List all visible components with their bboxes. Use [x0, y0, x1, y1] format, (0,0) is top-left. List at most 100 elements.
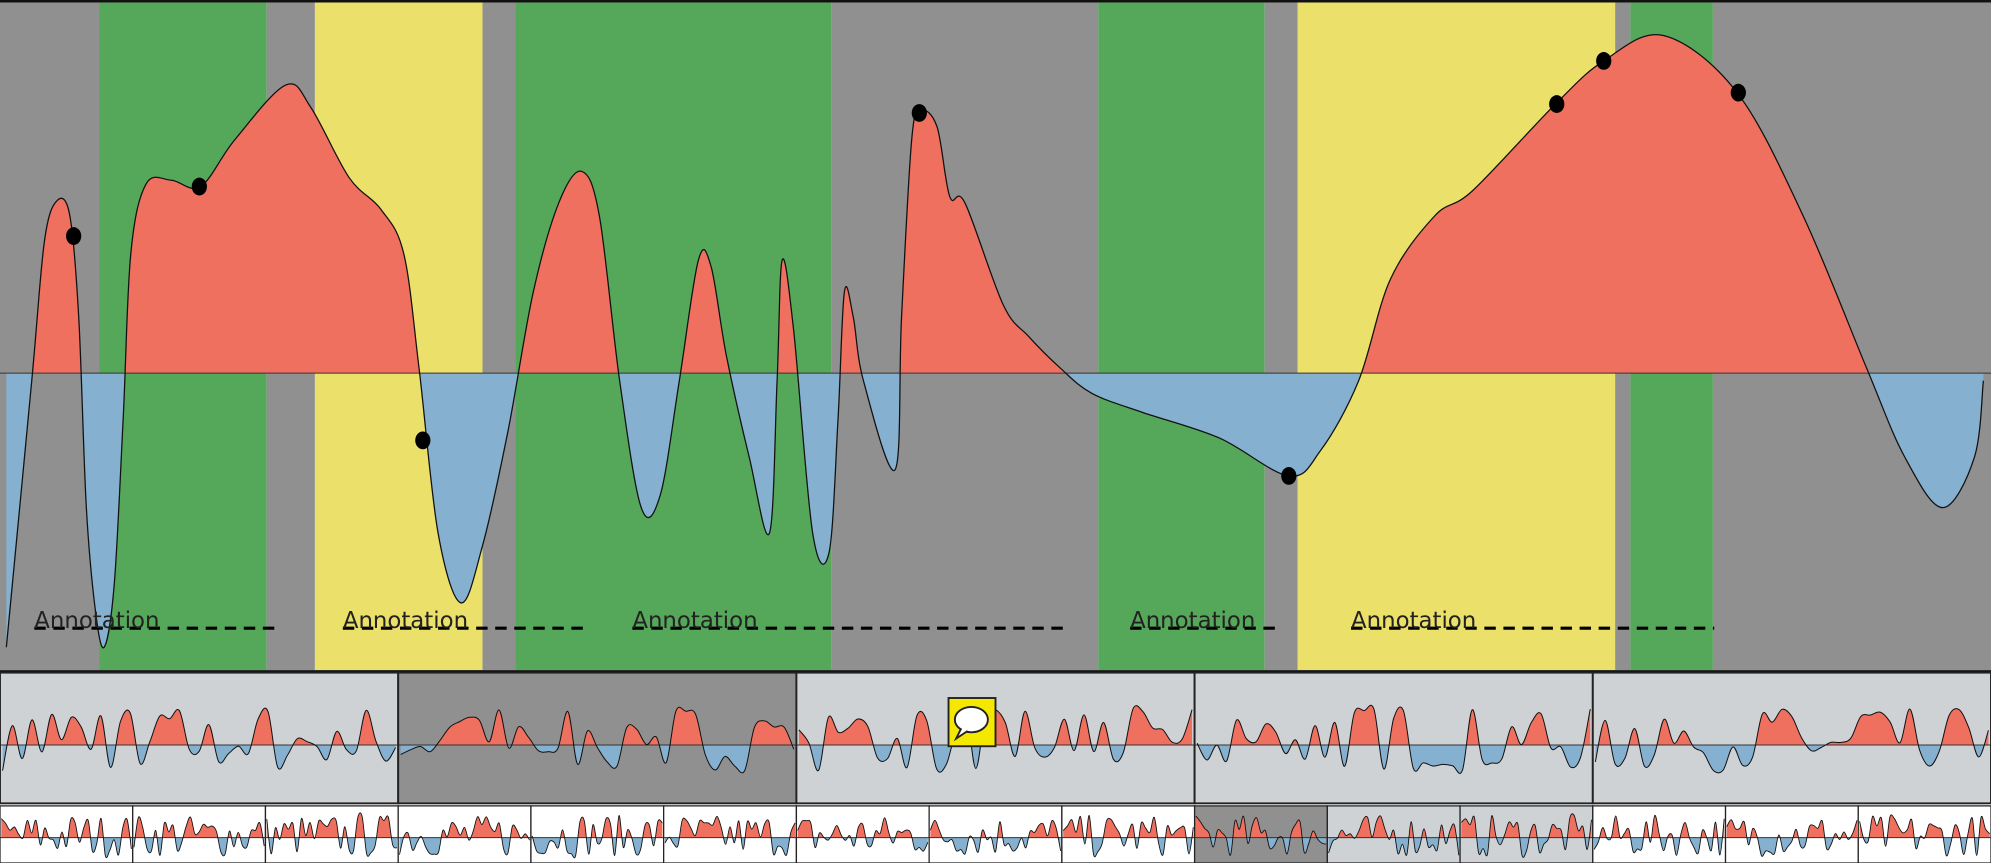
signal-line [1196, 704, 1591, 774]
positive-area [1195, 816, 1327, 838]
thumbnail[interactable] [264, 805, 399, 863]
segment-band [1264, 2, 1298, 671]
positive-area [400, 707, 794, 745]
signal-line [399, 816, 530, 856]
negative-area [1195, 837, 1327, 856]
event-marker[interactable] [1596, 52, 1612, 70]
positive-area [1595, 708, 1989, 745]
negative-area [133, 837, 265, 856]
signal-line [2, 707, 397, 771]
thumbnail[interactable] [1857, 805, 1991, 863]
signal-line [1062, 815, 1194, 858]
signal-line [133, 816, 265, 857]
annotations: Annotation Annotation Annotation Annotation… [34, 608, 1715, 634]
negative-area [930, 837, 1061, 855]
signal-line [664, 815, 796, 856]
signal-line [531, 815, 663, 859]
negative-area [1, 837, 132, 858]
event-marker[interactable] [66, 227, 82, 245]
thumbnail[interactable] [1326, 805, 1461, 863]
thumbnail[interactable] [132, 805, 267, 863]
icon-bubble [953, 705, 989, 734]
overview-panel[interactable] [0, 671, 400, 805]
positive-area [6, 34, 1984, 374]
negative-area [1461, 837, 1592, 858]
panel-frame [1591, 671, 1991, 805]
annotation-label[interactable]: Annotation [1130, 608, 1255, 634]
negative-area [1197, 744, 1591, 774]
annotation-label[interactable]: Annotation [343, 608, 468, 634]
event-marker[interactable] [191, 177, 207, 196]
negative-area [2, 744, 396, 771]
thumbnail[interactable] [1724, 805, 1859, 863]
positive-area [797, 817, 928, 838]
event-marker[interactable] [911, 104, 927, 122]
positive-area [1594, 815, 1725, 838]
positive-area [1, 817, 132, 838]
annotation-label[interactable]: Annotation [1351, 608, 1476, 634]
positive-area [2, 708, 396, 745]
negative-area [797, 837, 928, 852]
thumbnail[interactable] [397, 805, 532, 863]
main-panel [0, 0, 1991, 673]
event-marker[interactable] [1281, 467, 1297, 485]
signal-line [929, 819, 1062, 855]
signal-line [1859, 814, 1991, 857]
positive-area [1328, 815, 1459, 838]
thumbnail[interactable] [663, 805, 798, 863]
event-marker[interactable] [415, 431, 431, 450]
signal-line [1328, 815, 1460, 856]
thumbnail[interactable] [0, 805, 134, 863]
signal-line [1461, 813, 1592, 858]
thumbnail[interactable] [1459, 805, 1594, 863]
event-marker[interactable] [1549, 95, 1565, 113]
signal-line [400, 706, 795, 774]
thumbnail[interactable] [1193, 805, 1328, 863]
overview-panel[interactable] [397, 671, 798, 805]
signal-line [1726, 819, 1858, 857]
positive-area [266, 812, 397, 838]
thumbnail[interactable] [1592, 805, 1727, 863]
overview-panel[interactable] [1591, 671, 1991, 805]
thumbnail[interactable] [928, 805, 1063, 863]
positive-area [1859, 814, 1990, 838]
signal-line [797, 817, 929, 852]
thumbnail-strip [0, 805, 1991, 863]
negative-area [399, 837, 530, 855]
negative-area [664, 837, 796, 856]
negative-area [266, 837, 397, 857]
thumbnail[interactable] [530, 805, 665, 863]
thumbnail[interactable] [1061, 805, 1196, 863]
signal-line [1195, 815, 1327, 856]
negative-area [1328, 837, 1459, 856]
positive-area [1461, 813, 1592, 838]
signal-line [0, 817, 132, 859]
positive-area [532, 815, 663, 838]
signal-line [1593, 814, 1725, 856]
positive-area [1197, 705, 1591, 745]
negative-area [400, 744, 794, 773]
thumb-bg [530, 805, 664, 863]
signal-line [266, 812, 398, 857]
signal-line [1594, 708, 1989, 774]
overview-strip [0, 671, 1991, 805]
icon-tail [953, 728, 969, 742]
negative-area [1594, 837, 1725, 856]
annotation-label[interactable]: Annotation [34, 608, 159, 634]
negative-area [6, 373, 1984, 648]
thumb-frame [1857, 805, 1991, 863]
overview-panel[interactable] [1193, 671, 1594, 805]
thumbnail[interactable] [795, 805, 930, 863]
comment-icon[interactable] [947, 697, 997, 748]
thumb-bg [0, 805, 133, 863]
negative-area [1859, 837, 1990, 856]
event-marker[interactable] [1730, 83, 1746, 102]
signal-line [5, 33, 1985, 649]
annotation-label[interactable]: Annotation [632, 608, 757, 634]
positive-area [399, 816, 530, 838]
segment-band [482, 2, 516, 671]
segment-band [1098, 2, 1265, 671]
positive-area [133, 816, 265, 838]
